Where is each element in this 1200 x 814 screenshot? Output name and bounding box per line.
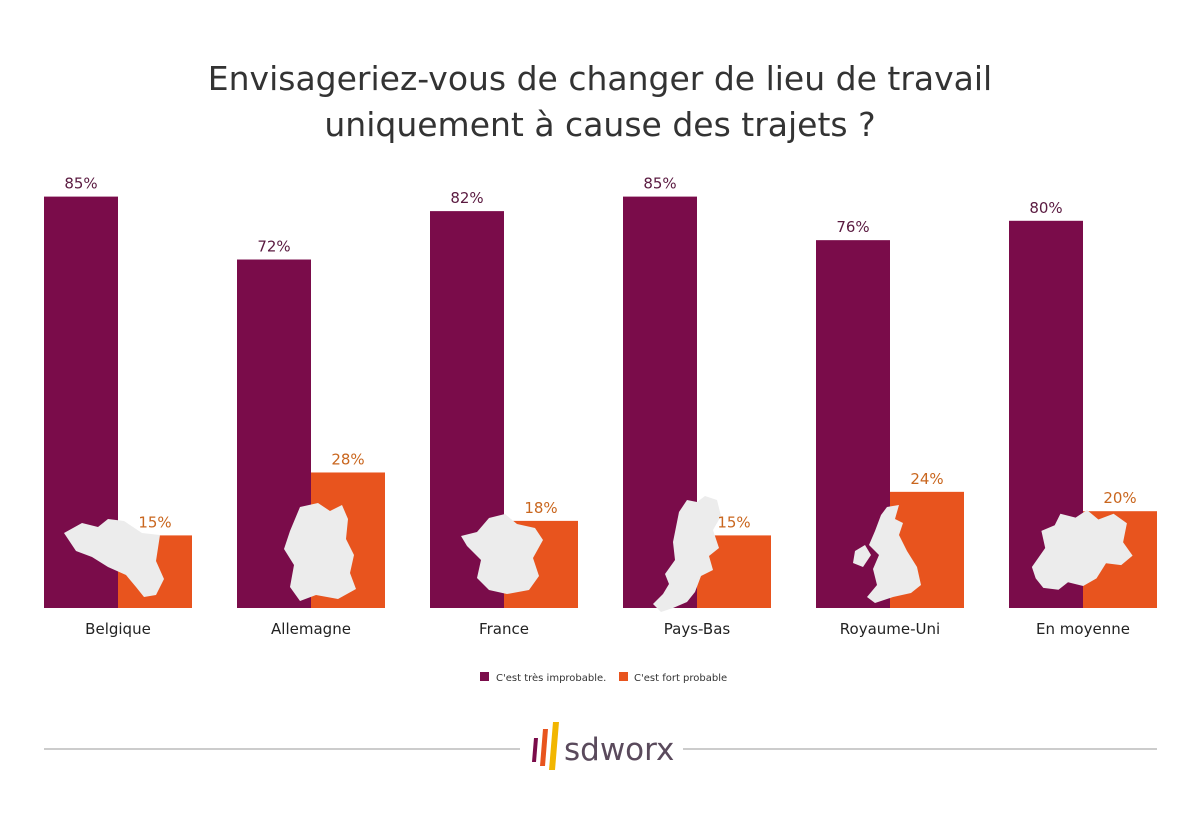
united-kingdom-map-icon — [853, 505, 921, 603]
netherlands-map-icon — [653, 496, 721, 612]
belgium-map-icon — [64, 519, 164, 597]
value-label-improbable-france: 82% — [450, 189, 483, 207]
logo-stripe-yellow — [549, 722, 559, 770]
chart-title-line-1: Envisageriez-vous de changer de lieu de … — [208, 59, 992, 98]
chart-title-line-2: uniquement à cause des trajets ? — [324, 105, 875, 144]
sdworx-logo-icon — [532, 722, 559, 770]
category-label-royaume-uni: Royaume-Uni — [840, 620, 940, 638]
legend-swatch-improbable — [480, 672, 489, 681]
france-map-icon — [461, 514, 543, 594]
value-label-probable-belgique: 15% — [138, 513, 171, 531]
brand-name: sdworx — [564, 732, 674, 768]
value-label-improbable-pays-bas: 85% — [643, 175, 676, 193]
value-label-probable-pays-bas: 15% — [717, 513, 750, 531]
map-icons — [64, 496, 1133, 612]
legend: C'est très improbable. C'est fort probab… — [480, 672, 727, 684]
value-labels: 85% 15% 72% 28% 82% 18% 85% 15% 76% 24% 80% 20% — [64, 175, 1136, 532]
bars — [44, 196, 1157, 609]
legend-swatch-probable — [619, 672, 628, 681]
europe-map-icon — [1031, 510, 1133, 590]
logo-stripe-purple — [532, 738, 538, 762]
category-label-allemagne: Allemagne — [271, 620, 351, 638]
chart-title: Envisageriez-vous de changer de lieu de … — [208, 59, 992, 144]
value-label-improbable-allemagne: 72% — [257, 238, 290, 256]
category-labels: Belgique Allemagne France Pays-Bas Royaume-U… — [85, 620, 1130, 638]
value-label-improbable-en-moyenne: 80% — [1029, 199, 1062, 217]
category-label-france: France — [479, 620, 529, 638]
value-label-improbable-belgique: 85% — [64, 175, 97, 193]
category-label-pays-bas: Pays-Bas — [664, 620, 731, 638]
value-label-improbable-royaume-uni: 76% — [836, 218, 869, 236]
value-label-probable-royaume-uni: 24% — [910, 470, 943, 488]
value-label-probable-france: 18% — [524, 499, 557, 517]
brand-footer: sdworx — [44, 722, 1157, 770]
value-label-probable-allemagne: 28% — [331, 450, 364, 468]
legend-label-improbable: C'est très improbable. — [496, 672, 606, 684]
category-label-belgique: Belgique — [85, 620, 151, 638]
legend-label-probable: C'est fort probable — [634, 673, 727, 684]
value-label-probable-en-moyenne: 20% — [1103, 489, 1136, 507]
germany-map-icon — [284, 503, 356, 601]
category-label-en-moyenne: En moyenne — [1036, 620, 1130, 638]
logo-stripe-orange — [540, 729, 548, 766]
